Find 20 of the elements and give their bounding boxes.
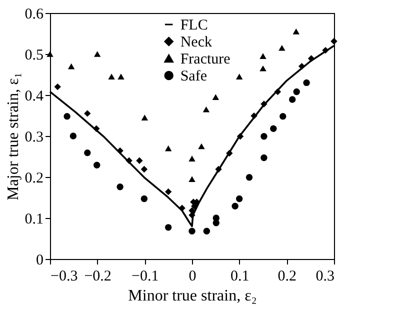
y-tick-label: 0.6 (24, 6, 44, 22)
x-tick-label: 0.2 (278, 268, 297, 284)
y-tick-label: 0.1 (24, 212, 44, 228)
x-tick-label: −0.1 (132, 268, 159, 284)
y-axis-title: Major true strain, ε₁ (4, 72, 22, 200)
x-tick-label: 0.3 (316, 268, 334, 284)
x-tick-label: 0 (188, 268, 196, 284)
legend-label: FLC (180, 18, 208, 34)
y-tick-label: 0 (36, 252, 44, 268)
x-tick-label: −0.2 (84, 268, 112, 284)
y-tick-label: 0.2 (24, 170, 44, 186)
legend-label: Neck (180, 34, 212, 50)
x-axis-title: Minor true strain, ε₂ (128, 288, 257, 304)
x-tick-label: 0.1 (230, 268, 250, 284)
y-tick-label: 0.4 (24, 88, 44, 104)
legend-label: Fracture (180, 52, 231, 68)
x-tick-label: −0.3 (50, 268, 78, 284)
y-tick-label: 0.5 (24, 48, 44, 64)
legend-label: Safe (180, 68, 208, 84)
y-tick-label: 0.3 (24, 130, 44, 146)
